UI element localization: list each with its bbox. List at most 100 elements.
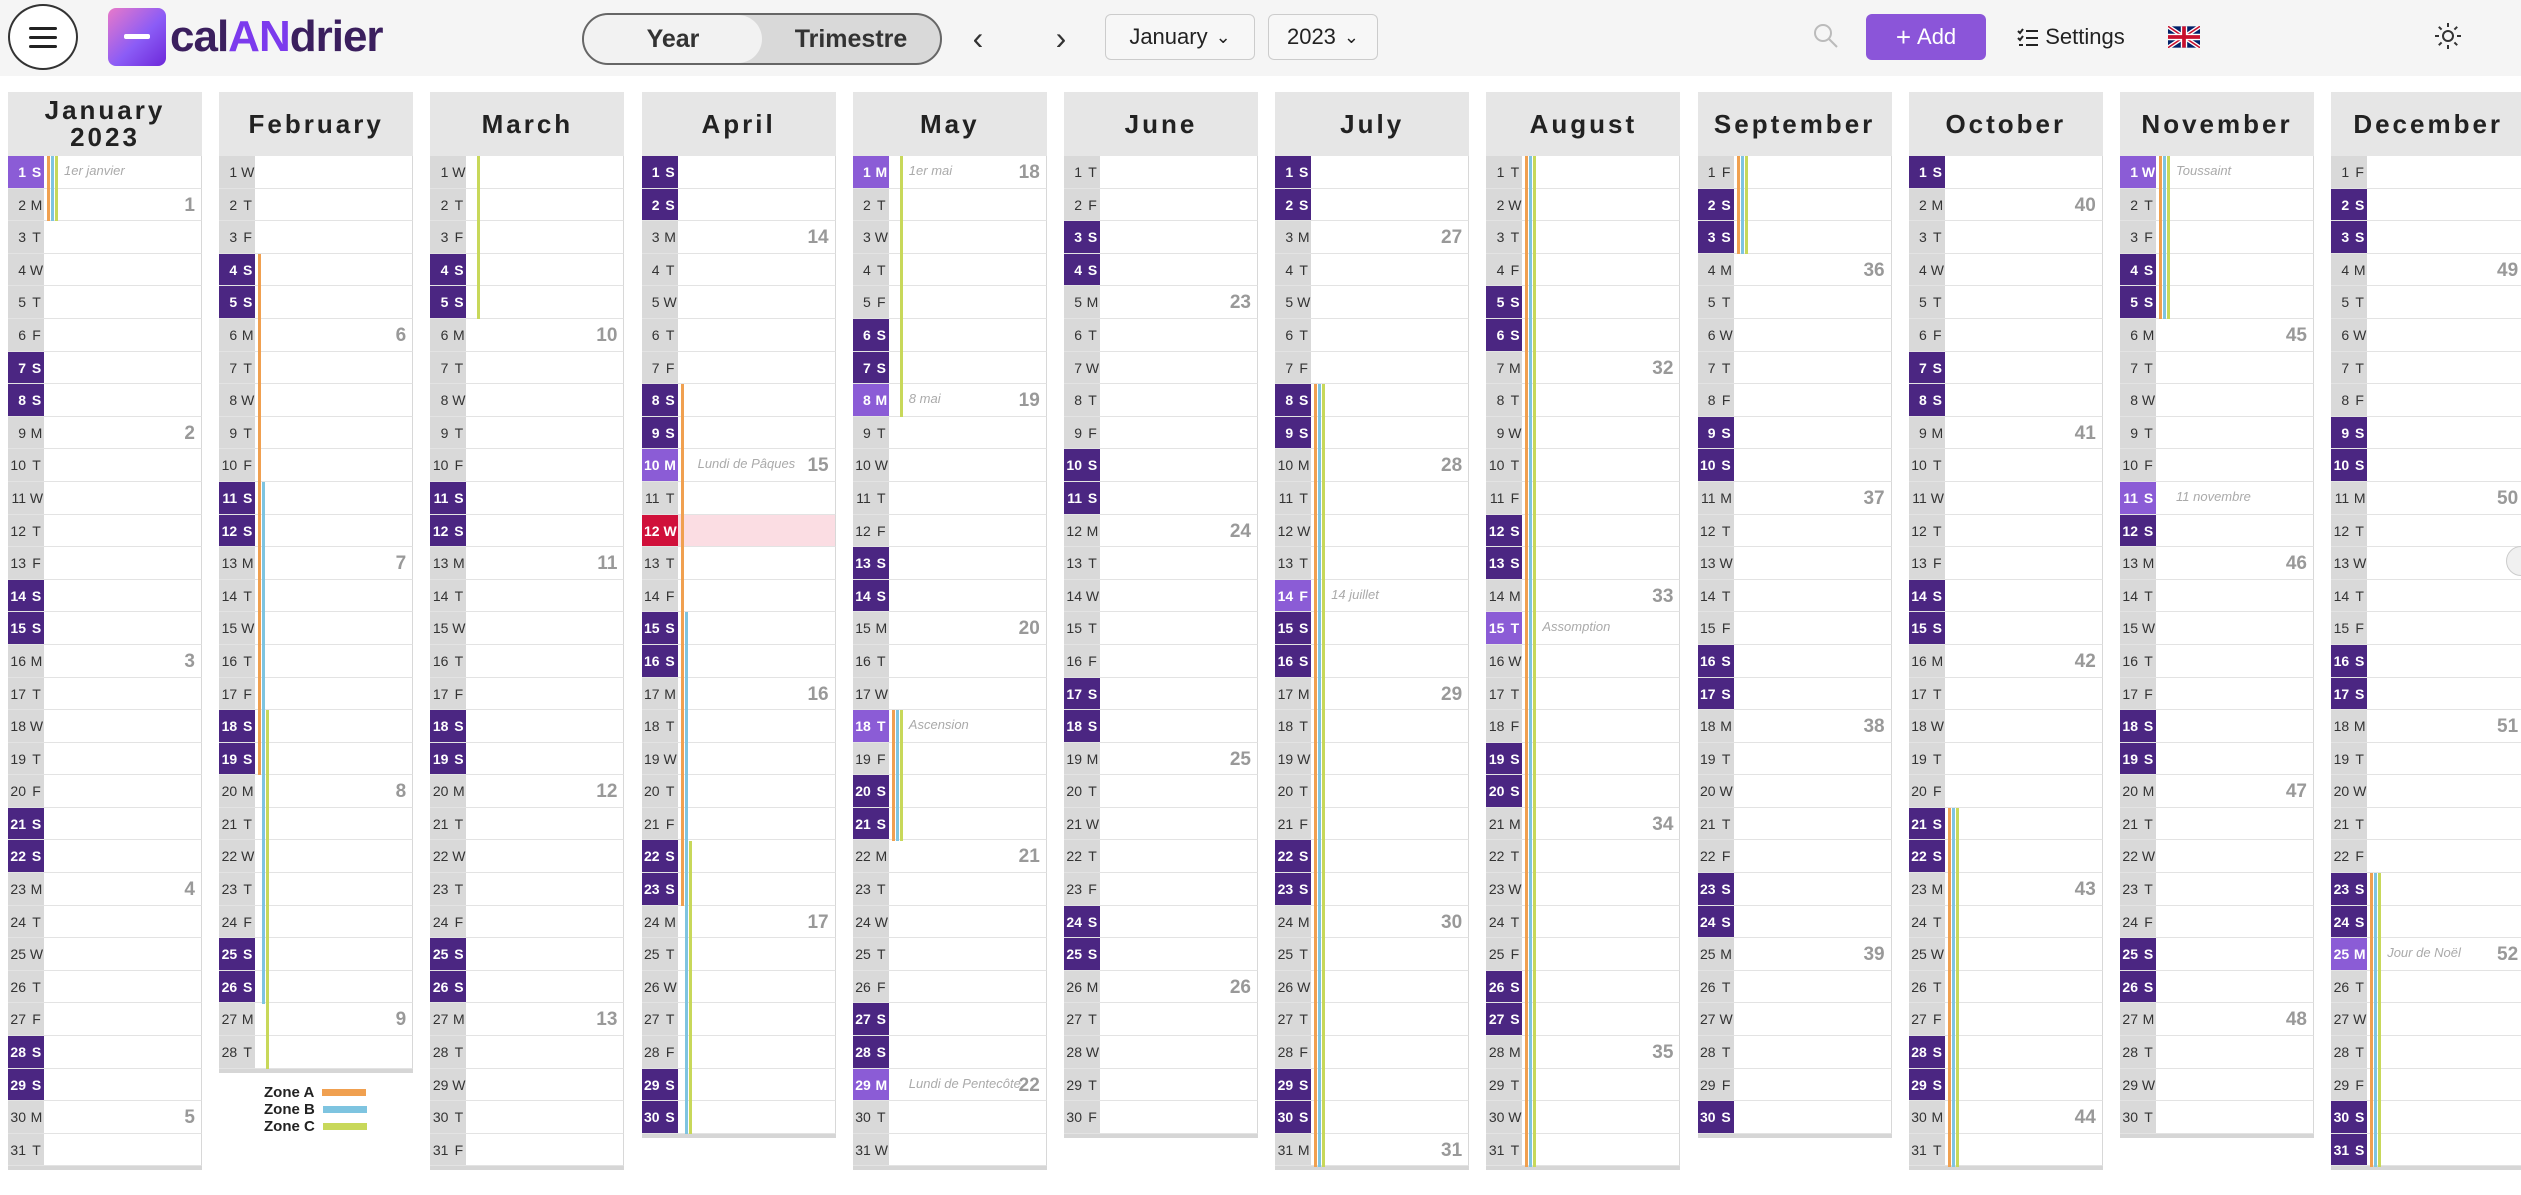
day-cell[interactable]: 29 S: [641, 1068, 836, 1102]
day-cell[interactable]: 14 T: [2331, 579, 2521, 613]
day-cell[interactable]: 14 T: [2120, 579, 2314, 613]
day-cell[interactable]: 29 S: [1275, 1068, 1470, 1102]
day-cell[interactable]: 28 F: [641, 1036, 836, 1069]
day-cell[interactable]: 31 T: [1486, 1133, 1681, 1167]
day-cell[interactable]: 13 M 7: [219, 547, 414, 580]
day-cell[interactable]: 16 T: [852, 644, 1047, 678]
day-cell[interactable]: 21 T: [219, 807, 414, 841]
day-cell[interactable]: 1 S 1er janvier: [8, 156, 202, 189]
day-cell[interactable]: 6 M 45: [2120, 318, 2314, 352]
day-cell[interactable]: 9 M 41: [1908, 416, 2103, 450]
day-cell[interactable]: 15 S: [8, 612, 202, 645]
add-button[interactable]: + Add: [1866, 14, 1986, 60]
day-cell[interactable]: 23 T: [219, 873, 414, 906]
day-cell[interactable]: 16 S: [641, 644, 836, 678]
day-cell[interactable]: 21 F: [1275, 807, 1470, 841]
day-cell[interactable]: 12 S: [219, 514, 414, 548]
day-cell[interactable]: 11 T: [1275, 481, 1470, 515]
day-cell[interactable]: 17 W: [852, 677, 1047, 711]
month-header[interactable]: February: [219, 92, 414, 156]
day-cell[interactable]: 19 S: [2120, 742, 2314, 776]
day-cell[interactable]: 23 W: [1486, 873, 1681, 906]
day-cell[interactable]: 14 M 33: [1486, 579, 1681, 613]
day-cell[interactable]: 29 T: [1486, 1068, 1681, 1102]
day-cell[interactable]: 11 S: [430, 481, 625, 515]
day-cell[interactable]: 28 M 35: [1486, 1036, 1681, 1069]
day-cell[interactable]: 27 M 13: [430, 1003, 625, 1037]
day-cell[interactable]: 11 M 50: [2331, 481, 2521, 515]
day-cell[interactable]: 13 F: [1908, 547, 2103, 580]
day-cell[interactable]: 18 W: [8, 710, 202, 743]
day-cell[interactable]: 30 S: [2331, 1101, 2521, 1134]
day-cell[interactable]: 15 W: [2120, 612, 2314, 645]
day-cell[interactable]: 30 S: [641, 1101, 836, 1134]
day-cell[interactable]: 23 T: [852, 873, 1047, 906]
day-cell[interactable]: 15 M 20: [852, 612, 1047, 645]
day-cell[interactable]: 2 M 40: [1908, 188, 2103, 222]
day-cell[interactable]: 10 T: [8, 449, 202, 482]
month-header[interactable]: April: [641, 92, 836, 156]
day-cell[interactable]: 19 W: [641, 742, 836, 776]
day-cell[interactable]: 16 F: [1064, 644, 1258, 678]
day-cell[interactable]: 20 M 47: [2120, 775, 2314, 808]
day-cell[interactable]: 25 T: [641, 938, 836, 971]
day-cell[interactable]: 27 T: [641, 1003, 836, 1037]
day-cell[interactable]: 28 S: [852, 1036, 1047, 1069]
day-cell[interactable]: 23 S: [641, 873, 836, 906]
day-cell[interactable]: 27 W: [1697, 1003, 1892, 1037]
day-cell[interactable]: 30 T: [2120, 1101, 2314, 1134]
day-cell[interactable]: 7 M 32: [1486, 351, 1681, 385]
day-cell[interactable]: 21 T: [1697, 807, 1892, 841]
day-cell[interactable]: 24 T: [8, 905, 202, 939]
day-cell[interactable]: 30 T: [852, 1101, 1047, 1134]
day-cell[interactable]: 27 S: [1486, 1003, 1681, 1037]
day-cell[interactable]: 25 T: [852, 938, 1047, 971]
day-cell[interactable]: 10 W: [852, 449, 1047, 482]
day-cell[interactable]: 28 F: [1275, 1036, 1470, 1069]
day-cell[interactable]: 21 T: [430, 807, 625, 841]
day-cell[interactable]: 24 S: [1064, 905, 1258, 939]
day-cell[interactable]: 20 S: [1486, 775, 1681, 808]
day-cell[interactable]: 26 S: [1486, 970, 1681, 1004]
day-cell[interactable]: 16 S: [1697, 644, 1892, 678]
day-cell[interactable]: 16 W: [1486, 644, 1681, 678]
day-cell[interactable]: 11 T: [641, 481, 836, 515]
day-cell[interactable]: 21 T: [2331, 807, 2521, 841]
day-cell[interactable]: 18 W: [1908, 710, 2103, 743]
day-cell[interactable]: 22 S: [1908, 840, 2103, 874]
day-cell[interactable]: 29 W: [430, 1068, 625, 1102]
day-cell[interactable]: 18 S: [219, 710, 414, 743]
month-header[interactable]: March: [430, 92, 625, 156]
day-cell[interactable]: 11 S: [219, 481, 414, 515]
month-header[interactable]: September: [1697, 92, 1892, 156]
day-cell[interactable]: 10 M Lundi de Pâques 15: [641, 449, 836, 482]
day-cell[interactable]: 3 M 14: [641, 221, 836, 254]
day-cell[interactable]: 14 S: [852, 579, 1047, 613]
day-cell[interactable]: 20 S: [852, 775, 1047, 808]
day-cell[interactable]: 22 T: [1486, 840, 1681, 874]
day-cell[interactable]: 17 M 29: [1275, 677, 1470, 711]
day-cell[interactable]: 14 F 14 juillet: [1275, 579, 1470, 613]
day-cell[interactable]: 16 T: [2120, 644, 2314, 678]
